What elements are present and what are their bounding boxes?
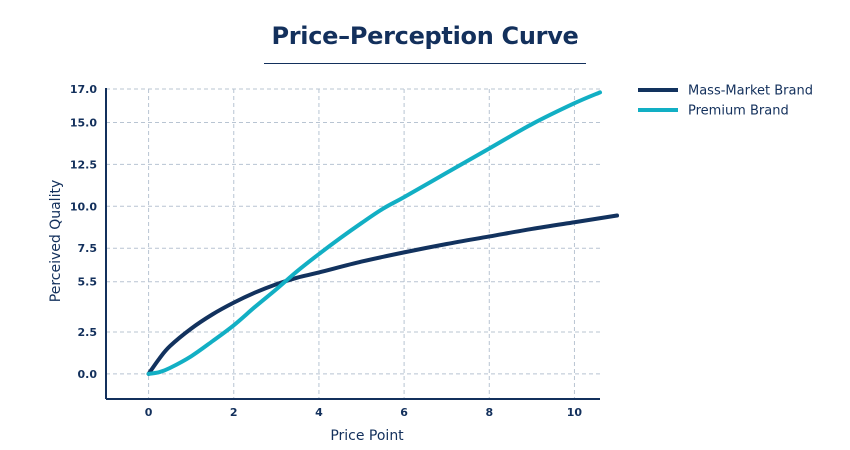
series-line-mass-market-brand xyxy=(146,213,620,376)
y-axis-label: Perceived Quality xyxy=(48,180,64,302)
legend-label-mass-market-brand: Mass-Market Brand xyxy=(688,84,813,99)
legend: Mass-Market Brand Premium Brand xyxy=(638,84,813,119)
y-tick-label: 15.0 xyxy=(70,117,97,130)
chart-title: Price–Perception Curve xyxy=(271,22,579,50)
tick-labels: 0 2 4 6 8 10 0.0 2.5 5.5 7.5 10.0 12.5 15.0 17.0 xyxy=(70,83,583,419)
y-tick-label: 0.0 xyxy=(78,368,98,381)
legend-label-premium-brand: Premium Brand xyxy=(688,104,789,119)
x-tick-label: 0 xyxy=(145,406,153,419)
x-axis-label: Price Point xyxy=(330,428,404,444)
x-tick-label: 2 xyxy=(230,406,238,419)
grid-lines xyxy=(106,88,600,399)
x-tick-label: 8 xyxy=(485,406,493,419)
x-tick-label: 6 xyxy=(400,406,408,419)
y-tick-label: 10.0 xyxy=(70,200,97,213)
y-tick-label: 2.5 xyxy=(78,326,98,339)
y-tick-label: 17.0 xyxy=(70,83,97,96)
title-underline xyxy=(264,63,586,64)
series-lines xyxy=(146,90,620,376)
y-tick-label: 7.5 xyxy=(78,242,98,255)
y-tick-label: 5.5 xyxy=(78,276,98,289)
axes xyxy=(105,88,600,400)
y-tick-label: 12.5 xyxy=(70,158,97,171)
series-line-premium-brand xyxy=(146,90,602,376)
x-tick-label: 10 xyxy=(567,406,583,419)
x-tick-label: 4 xyxy=(315,406,323,419)
